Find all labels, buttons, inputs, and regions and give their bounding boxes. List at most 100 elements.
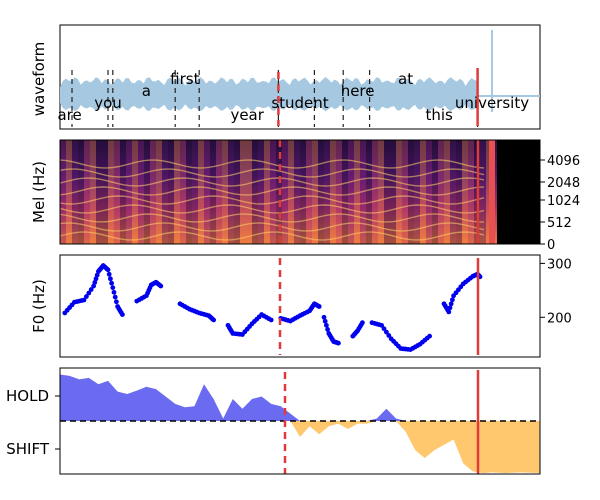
mel-tick-label: 2048 <box>547 176 580 191</box>
spectrogram-column <box>330 140 336 244</box>
f0-ylabel: F0 (Hz) <box>30 279 48 333</box>
spectrogram-column <box>342 140 348 244</box>
spectrogram-column <box>402 140 408 244</box>
spectrogram-column <box>108 140 114 244</box>
spectrogram-column <box>480 140 486 244</box>
spectrogram-column <box>120 140 126 244</box>
f0-point <box>93 276 99 282</box>
spectrogram-column <box>294 140 300 244</box>
mel-tick-label: 1024 <box>547 194 580 209</box>
f0-point <box>386 333 392 338</box>
spectrogram-column <box>384 140 390 244</box>
f0-point <box>381 326 387 332</box>
spectrogram-column <box>210 140 216 244</box>
spectrogram-column <box>78 140 84 244</box>
mel-tick-label: 0 <box>547 238 555 253</box>
harmonic-band <box>59 168 485 178</box>
word-label: student <box>271 94 328 112</box>
f0-yticks: 200 300 <box>540 257 572 326</box>
harmonic-band <box>59 159 485 169</box>
f0-point <box>110 285 116 291</box>
spectrogram-column <box>468 140 474 244</box>
f0-point <box>268 317 274 323</box>
spectrogram-column <box>192 140 198 244</box>
f0-point <box>108 276 113 282</box>
mel-ylabel: Mel (Hz) <box>30 161 48 223</box>
hold-area <box>60 374 540 421</box>
harmonic-band <box>59 195 485 205</box>
spectrogram-column <box>426 140 432 244</box>
spectrogram-column <box>408 140 414 244</box>
spectrogram-column <box>324 140 330 244</box>
f0-point <box>324 322 329 328</box>
turn-panel: HOLD SHIFT <box>6 367 541 475</box>
spectrogram-harmonics <box>59 159 485 241</box>
f0-point <box>316 304 322 309</box>
hold-label: HOLD <box>6 387 49 405</box>
f0-point <box>211 317 217 323</box>
f0-point <box>114 299 119 305</box>
shift-label: SHIFT <box>6 440 50 458</box>
spectrogram-column <box>84 140 90 244</box>
f0-point <box>94 272 100 278</box>
spectrogram-column <box>462 140 468 244</box>
harmonic-band <box>59 204 485 214</box>
spectrogram-column <box>96 140 102 244</box>
spectrogram-column <box>300 140 306 244</box>
spectrogram-silence <box>497 140 540 244</box>
f0-point <box>112 294 118 300</box>
spectrogram-column <box>312 140 318 244</box>
word-label: year <box>230 106 264 124</box>
spectrogram-column <box>90 140 96 244</box>
spectrogram-column <box>396 140 402 244</box>
spectrogram-column <box>66 140 72 244</box>
f0-point <box>321 314 327 320</box>
spectrogram-column <box>180 140 186 244</box>
word-label: here <box>341 82 375 100</box>
word-label: this <box>426 106 454 124</box>
f0-point <box>92 279 98 285</box>
spectrogram-column <box>456 140 462 244</box>
f0-point <box>106 271 112 277</box>
spectrogram-column <box>282 140 288 244</box>
spectrogram-column <box>138 140 144 244</box>
f0-point <box>446 309 452 315</box>
f0-point <box>109 280 114 286</box>
word-label: first <box>170 70 199 88</box>
spectrogram-column <box>450 140 456 244</box>
mel-tick-label: 512 <box>547 216 572 231</box>
f0-point <box>86 290 92 296</box>
f0-point <box>448 301 454 307</box>
f0-tick-label: 300 <box>547 257 572 272</box>
spectrogram-column <box>102 140 108 244</box>
spectrogram-column <box>186 140 192 244</box>
word-label: at <box>398 70 413 88</box>
f0-point <box>120 312 125 317</box>
word-label: university <box>455 94 529 112</box>
harmonic-band <box>59 186 485 196</box>
f0-point <box>360 320 365 326</box>
f0-point <box>81 297 87 303</box>
spectrogram-column <box>444 140 450 244</box>
waveform-ylabel: waveform <box>30 42 48 117</box>
spectrogram-end-band <box>489 140 495 244</box>
mel-yticks: 0 512 1024 2048 4096 <box>540 154 580 253</box>
f0-point <box>91 283 96 289</box>
harmonic-band <box>59 213 485 223</box>
waveform-frame <box>59 24 541 130</box>
mel-tick-label: 4096 <box>547 154 580 169</box>
spectrogram-column <box>420 140 426 244</box>
harmonic-band <box>59 231 485 241</box>
f0-point <box>84 294 89 299</box>
spectrogram-column <box>234 140 240 244</box>
shift-area <box>60 421 540 473</box>
spectrogram-column <box>270 140 276 244</box>
f0-point <box>322 318 328 324</box>
spectrogram-column <box>144 140 150 244</box>
spectrogram-column <box>204 140 210 244</box>
spectrogram-column <box>246 140 252 244</box>
spectrogram-column <box>306 140 312 244</box>
